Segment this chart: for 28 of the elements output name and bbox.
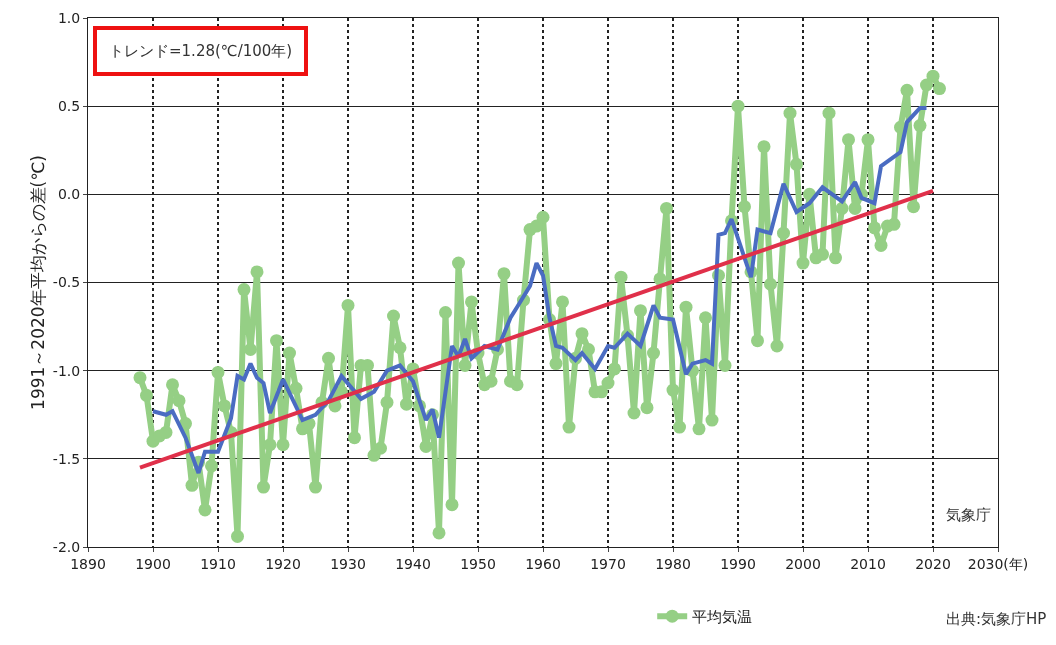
source-note: 出典:気象庁HP [946, 610, 1047, 628]
annotation: トレンド=1.28(℃/100年) [109, 42, 293, 60]
x-tick-label: 1890 [70, 555, 106, 572]
x-tick-label: 1960 [525, 555, 561, 572]
y-axis-title: 1991～2020年平均からの差(℃) [28, 155, 48, 410]
y-tick-label: -0.5 [52, 274, 81, 291]
legend-label: 平均気温 [692, 608, 753, 626]
x-tick-label: 1940 [395, 555, 431, 572]
y-tick-label: 0.5 [57, 98, 81, 115]
y-tick-label: -1.0 [52, 362, 81, 379]
y-tick-label: -1.5 [52, 450, 81, 467]
y-tick-label: 1.0 [57, 9, 81, 26]
x-tick-label: 1920 [265, 555, 301, 572]
x-tick-label: 1970 [590, 555, 626, 572]
annotation: 気象庁 [946, 506, 991, 524]
x-tick-label: 2010 [850, 555, 886, 572]
x-tick-label: 2000 [785, 555, 821, 572]
y-tick-label: -2.0 [52, 538, 81, 555]
y-tick-label: 0.0 [57, 186, 81, 203]
x-tick-label: 1950 [460, 555, 496, 572]
x-tick-label: 1990 [720, 555, 756, 572]
x-tick-label: 1930 [330, 555, 366, 572]
x-tick-label: 1910 [200, 555, 236, 572]
x-tick-label: 1980 [655, 555, 691, 572]
x-tick-label: 2020 [915, 555, 951, 572]
x-tick-label: 1900 [135, 555, 171, 572]
line-series [151, 105, 929, 475]
x-tick-label: 2030(年) [967, 555, 1029, 572]
